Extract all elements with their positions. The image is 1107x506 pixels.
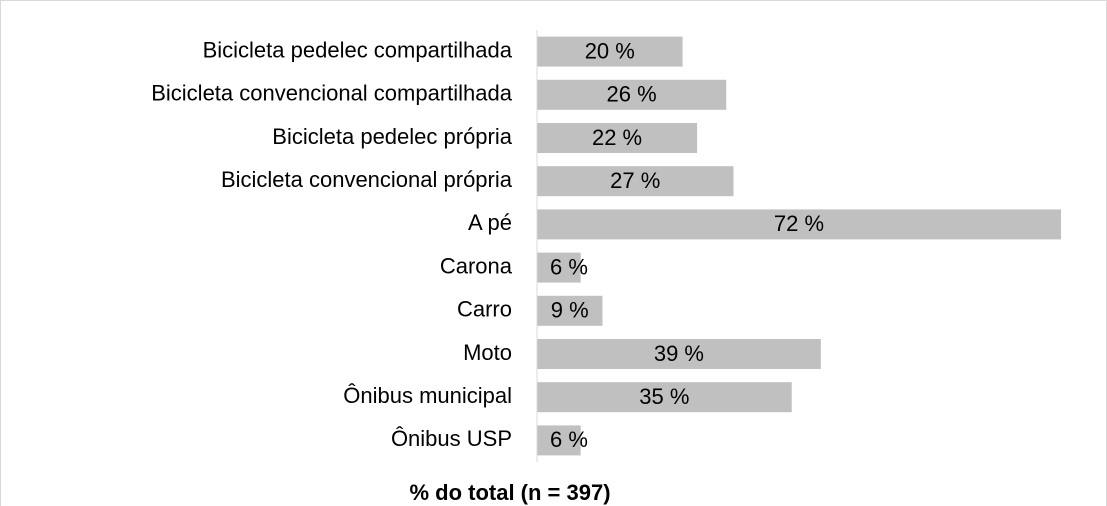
y-tick-label: Carro [457,297,512,322]
bar [537,209,1061,240]
y-tick-label: Bicicleta pedelec compartilhada [203,37,513,62]
data-label: 72 % [774,211,824,236]
bar [537,382,792,413]
y-tick-label: Ônibus USP [391,426,512,451]
data-label: 22 % [592,125,642,150]
y-tick-label: Bicicleta pedelec própria [272,124,512,149]
bar [537,79,727,110]
bar [537,339,821,369]
y-tick-label: Bicicleta convencional compartilhada [151,81,513,106]
bar [537,252,581,283]
bar [537,123,698,153]
data-label: 6 % [550,427,588,452]
data-label: 39 % [654,341,704,366]
bar [537,425,581,456]
y-tick-label: Bicicleta convencional própria [221,167,513,192]
bar [537,36,683,67]
y-tick-label: Moto [463,340,512,365]
data-label: 9 % [551,298,589,323]
bar [537,166,734,197]
y-tick-label: A pé [468,210,512,235]
data-label: 27 % [610,168,660,193]
data-label: 35 % [639,384,689,409]
y-tick-label: Ônibus municipal [343,383,512,408]
data-label: 6 % [550,254,588,279]
data-label: 26 % [607,82,657,107]
data-label: 20 % [585,38,635,63]
bar [537,295,603,326]
x-axis-label: % do total (n = 397) [409,480,610,505]
y-tick-label: Carona [440,253,513,278]
